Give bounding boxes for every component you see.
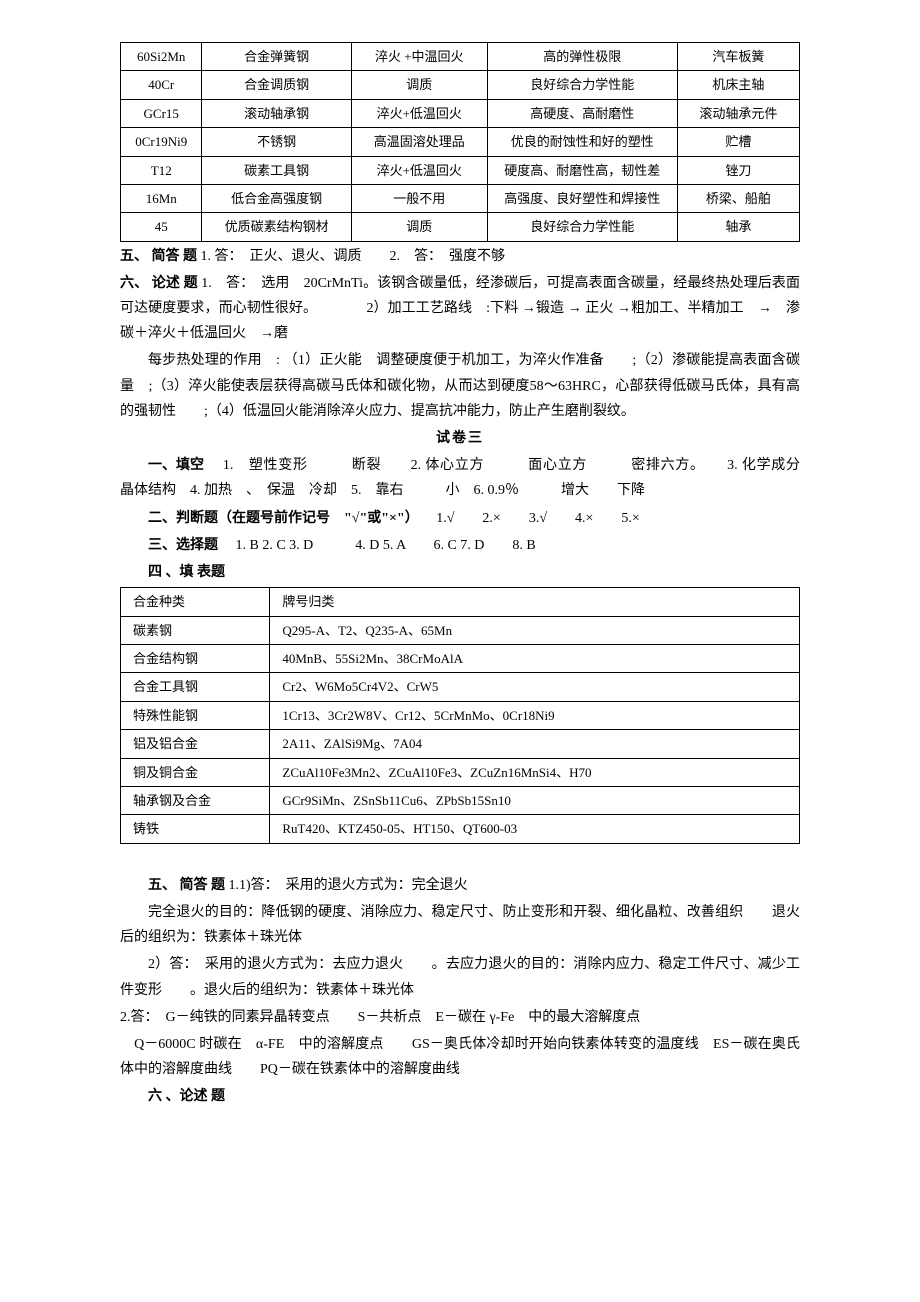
table-cell: 调质 bbox=[351, 71, 487, 99]
table-row: 合金结构钢40MnB、55Si2Mn、38CrMoAlA bbox=[121, 644, 800, 672]
table-cell: 铝及铝合金 bbox=[121, 730, 270, 758]
table-row: 特殊性能钢1Cr13、3Cr2W8V、Cr12、5CrMnMo、0Cr18Ni9 bbox=[121, 701, 800, 729]
table-cell: 滚动轴承元件 bbox=[677, 99, 799, 127]
table-row: T12碳素工具钢淬火+低温回火硬度高、耐磨性高，韧性差锉刀 bbox=[121, 156, 800, 184]
table-cell: 桥梁、船舶 bbox=[677, 184, 799, 212]
table-cell: GCr9SiMn、ZSnSb11Cu6、ZPbSb15Sn10 bbox=[270, 786, 800, 814]
table-cell: ZCuAl10Fe3Mn2、ZCuAl10Fe3、ZCuZn16MnSi4、H7… bbox=[270, 758, 800, 786]
table-cell: 贮槽 bbox=[677, 128, 799, 156]
table-cell: 高温固溶处理品 bbox=[351, 128, 487, 156]
sec5b-p1: 五、 简答 题 1.1)答： 采用的退火方式为：完全退火 bbox=[120, 873, 800, 898]
fill-body: 1. 塑性变形 断裂 2. 体心立方 面心立方 密排六方。 3. 化学成分 晶体… bbox=[120, 458, 828, 498]
table-row: 轴承钢及合金GCr9SiMn、ZSnSb11Cu6、ZPbSb15Sn10 bbox=[121, 786, 800, 814]
table-cell: 优质碳素结构钢材 bbox=[202, 213, 351, 241]
table-cell: 特殊性能钢 bbox=[121, 701, 270, 729]
table-cell: Q295-A、T2、Q235-A、65Mn bbox=[270, 616, 800, 644]
judge-title: 二、判断题（在题号前作记号 "√"或"×"） bbox=[148, 511, 419, 526]
judge-para: 二、判断题（在题号前作记号 "√"或"×"） 1.√ 2.× 3.√ 4.× 5… bbox=[120, 506, 800, 531]
sec5b-p5: Q－6000C 时碳在 α-FE 中的溶解度点 GS－奥氏体冷却时开始向铁素体转… bbox=[120, 1032, 800, 1082]
table-header-cell: 牌号归类 bbox=[270, 588, 800, 616]
judge-body: 1.√ 2.× 3.√ 4.× 5.× bbox=[422, 511, 640, 526]
choice-title: 三、选择题 bbox=[148, 538, 218, 553]
table-header-cell: 合金种类 bbox=[121, 588, 270, 616]
table-cell: 合金弹簧钢 bbox=[202, 43, 351, 71]
sec5-body: 1. 答： 正火、退火、调质 2. 答： 强度不够 bbox=[201, 249, 506, 264]
table-row: 碳素钢Q295-A、T2、Q235-A、65Mn bbox=[121, 616, 800, 644]
paper3-header: 试卷三 bbox=[120, 426, 800, 451]
table-row: 铸铁RuT420、KTZ450-05、HT150、QT600-03 bbox=[121, 815, 800, 843]
table-title: 四 、填 表题 bbox=[120, 560, 800, 585]
table-cell: 淬火 +中温回火 bbox=[351, 43, 487, 71]
alloy-table: 合金种类牌号归类碳素钢Q295-A、T2、Q235-A、65Mn合金结构钢40M… bbox=[120, 587, 800, 844]
table-cell: 高硬度、高耐磨性 bbox=[487, 99, 677, 127]
table-cell: 合金工具钢 bbox=[121, 673, 270, 701]
materials-table-1: 60Si2Mn合金弹簧钢淬火 +中温回火高的弹性极限汽车板簧40Cr合金调质钢调… bbox=[120, 42, 800, 242]
sec6-p1: 六、 论述 题 1. 答： 选用 20CrMnTi。该钢含碳量低，经渗碳后，可提… bbox=[120, 271, 800, 347]
table-row: 合金种类牌号归类 bbox=[121, 588, 800, 616]
table-cell: 40MnB、55Si2Mn、38CrMoAlA bbox=[270, 644, 800, 672]
sec5-line: 五、 简答 题 1. 答： 正火、退火、调质 2. 答： 强度不够 bbox=[120, 244, 800, 269]
table-cell: 汽车板簧 bbox=[677, 43, 799, 71]
table-cell: 40Cr bbox=[121, 71, 202, 99]
table-row: GCr15滚动轴承钢淬火+低温回火高硬度、高耐磨性滚动轴承元件 bbox=[121, 99, 800, 127]
sec6b-title: 六 、论述 题 bbox=[120, 1084, 800, 1109]
table-cell: 0Cr19Ni9 bbox=[121, 128, 202, 156]
table-cell: 2A11、ZAlSi9Mg、7A04 bbox=[270, 730, 800, 758]
sec6-p2: 每步热处理的作用 : （1）正火能 调整硬度便于机加工，为淬火作准备 ;（2）渗… bbox=[120, 348, 800, 424]
sec6-title: 六、 论述 题 bbox=[120, 276, 198, 291]
table-cell: GCr15 bbox=[121, 99, 202, 127]
table-row: 16Mn低合金高强度钢一般不用高强度、良好塑性和焊接性桥梁、船舶 bbox=[121, 184, 800, 212]
table-cell: 低合金高强度钢 bbox=[202, 184, 351, 212]
table-row: 45优质碳素结构钢材调质良好综合力学性能轴承 bbox=[121, 213, 800, 241]
sec5-title: 五、 简答 题 bbox=[120, 249, 197, 264]
table-cell: 良好综合力学性能 bbox=[487, 71, 677, 99]
table-cell: 铸铁 bbox=[121, 815, 270, 843]
table-cell: 淬火+低温回火 bbox=[351, 99, 487, 127]
choice-body: 1. B 2. C 3. D 4. D 5. A 6. C 7. D 8. B bbox=[222, 538, 536, 553]
sec5b-p2: 完全退火的目的：降低钢的硬度、消除应力、稳定尺寸、防止变形和开裂、细化晶粒、改善… bbox=[120, 900, 800, 950]
table-row: 合金工具钢Cr2、W6Mo5Cr4V2、CrW5 bbox=[121, 673, 800, 701]
table-cell: 良好综合力学性能 bbox=[487, 213, 677, 241]
table-cell: 高强度、良好塑性和焊接性 bbox=[487, 184, 677, 212]
table-cell: 轴承 bbox=[677, 213, 799, 241]
sec5b-p3: 2）答： 采用的退火方式为：去应力退火 。去应力退火的目的：消除内应力、稳定工件… bbox=[120, 952, 800, 1002]
table-row: 铜及铜合金ZCuAl10Fe3Mn2、ZCuAl10Fe3、ZCuZn16MnS… bbox=[121, 758, 800, 786]
table-cell: 合金调质钢 bbox=[202, 71, 351, 99]
table-cell: 轴承钢及合金 bbox=[121, 786, 270, 814]
table-cell: 机床主轴 bbox=[677, 71, 799, 99]
table-row: 铝及铝合金2A11、ZAlSi9Mg、7A04 bbox=[121, 730, 800, 758]
table-cell: 滚动轴承钢 bbox=[202, 99, 351, 127]
table-cell: 合金结构钢 bbox=[121, 644, 270, 672]
table-cell: 高的弹性极限 bbox=[487, 43, 677, 71]
table-cell: 45 bbox=[121, 213, 202, 241]
sec6-body1: 1. 答： 选用 20CrMnTi。该钢含碳量低，经渗碳后，可提高表面含碳量，经… bbox=[120, 276, 800, 341]
table-cell: 淬火+低温回火 bbox=[351, 156, 487, 184]
table-cell: 铜及铜合金 bbox=[121, 758, 270, 786]
table-cell: 1Cr13、3Cr2W8V、Cr12、5CrMnMo、0Cr18Ni9 bbox=[270, 701, 800, 729]
table-cell: T12 bbox=[121, 156, 202, 184]
table-cell: 碳素钢 bbox=[121, 616, 270, 644]
table-cell: 不锈钢 bbox=[202, 128, 351, 156]
table-row: 60Si2Mn合金弹簧钢淬火 +中温回火高的弹性极限汽车板簧 bbox=[121, 43, 800, 71]
table-cell: 60Si2Mn bbox=[121, 43, 202, 71]
table-row: 40Cr合金调质钢调质良好综合力学性能机床主轴 bbox=[121, 71, 800, 99]
table-cell: 优良的耐蚀性和好的塑性 bbox=[487, 128, 677, 156]
table-cell: Cr2、W6Mo5Cr4V2、CrW5 bbox=[270, 673, 800, 701]
choice-para: 三、选择题 1. B 2. C 3. D 4. D 5. A 6. C 7. D… bbox=[120, 533, 800, 558]
fill-title: 一、填空 bbox=[148, 453, 204, 478]
table-cell: 调质 bbox=[351, 213, 487, 241]
table-cell: 一般不用 bbox=[351, 184, 487, 212]
table-cell: 碳素工具钢 bbox=[202, 156, 351, 184]
table-cell: 锉刀 bbox=[677, 156, 799, 184]
table-cell: 16Mn bbox=[121, 184, 202, 212]
table-row: 0Cr19Ni9不锈钢高温固溶处理品优良的耐蚀性和好的塑性贮槽 bbox=[121, 128, 800, 156]
table-cell: 硬度高、耐磨性高，韧性差 bbox=[487, 156, 677, 184]
sec5b-title: 五、 简答 题 bbox=[148, 873, 225, 898]
sec5b-b1: 1.1)答： 采用的退火方式为：完全退火 bbox=[229, 878, 468, 893]
fill-para: 一、填空 1. 塑性变形 断裂 2. 体心立方 面心立方 密排六方。 3. 化学… bbox=[120, 453, 800, 503]
sec5b-p4: 2.答： G－纯铁的同素异晶转变点 S－共析点 E－碳在 γ-Fe 中的最大溶解… bbox=[120, 1005, 800, 1030]
table-cell: RuT420、KTZ450-05、HT150、QT600-03 bbox=[270, 815, 800, 843]
